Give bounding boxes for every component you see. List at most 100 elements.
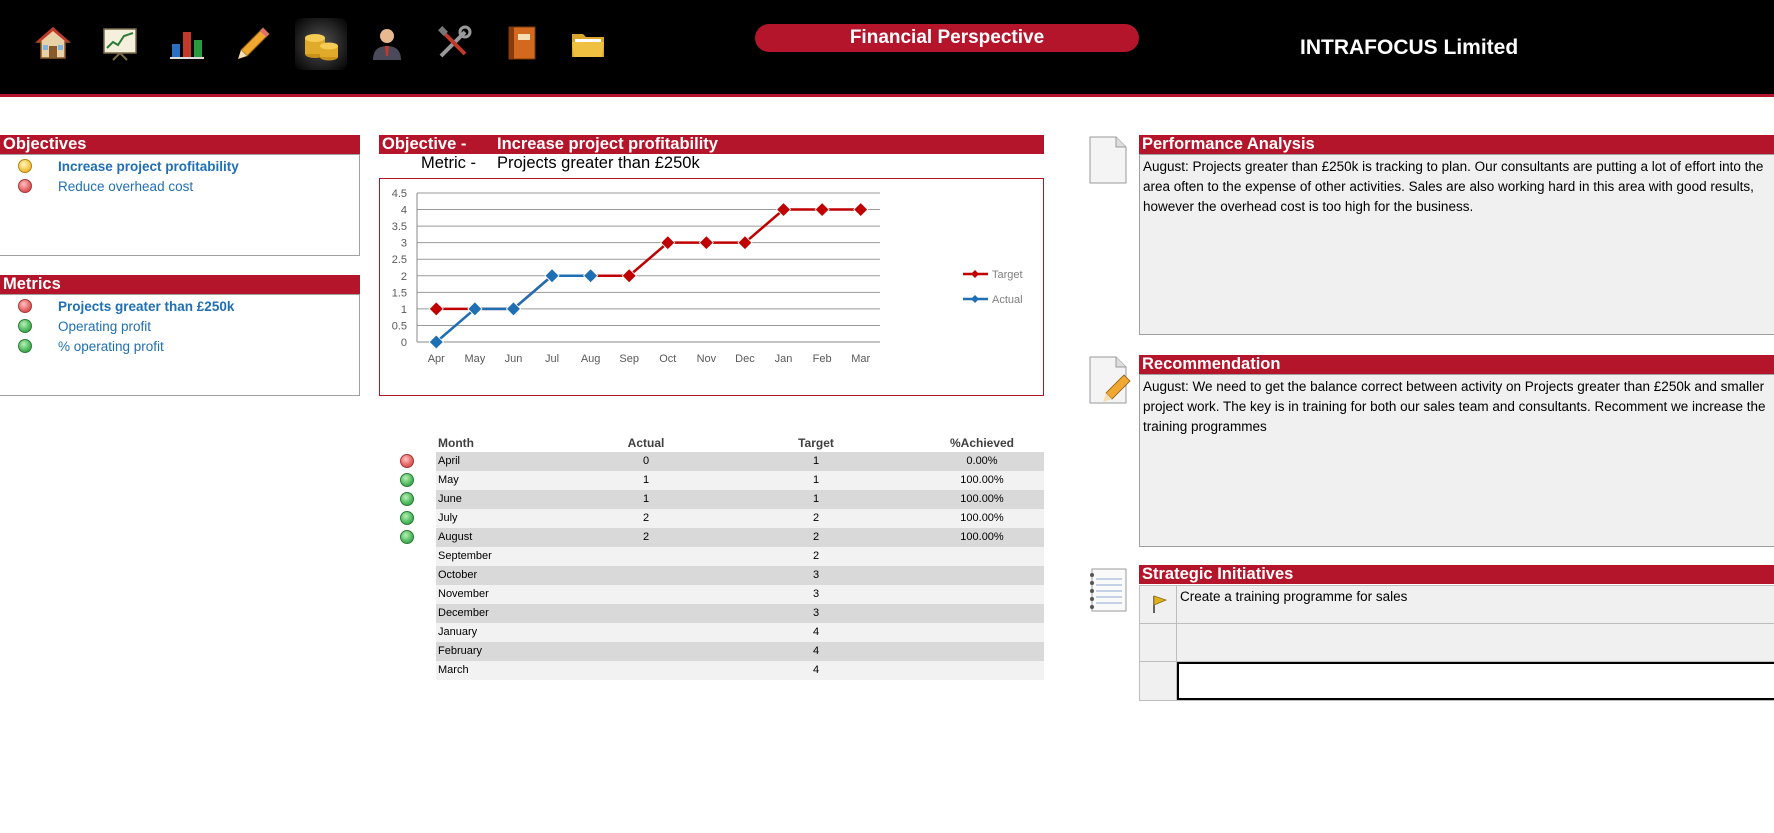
cell-target: 1 — [812, 455, 820, 467]
initiative-flag-cell — [1139, 624, 1177, 661]
recommendation-text[interactable]: August: We need to get the balance corre… — [1139, 374, 1774, 547]
cell-actual: 1 — [642, 474, 650, 486]
coins-icon[interactable] — [295, 18, 347, 70]
cell-target: 2 — [812, 550, 820, 562]
col-actual: Actual — [627, 436, 665, 450]
bar-chart-icon[interactable] — [166, 22, 208, 64]
document-edit-icon — [1086, 355, 1132, 410]
data-point-target — [660, 235, 676, 251]
table-row: February 4 — [436, 642, 1044, 661]
status-indicator-yellow — [18, 159, 32, 173]
y-tick-label: 2 — [401, 271, 407, 283]
status-indicator-green — [400, 530, 414, 544]
cell-target: 4 — [812, 645, 820, 657]
cell-target: 1 — [812, 493, 820, 505]
initiative-flag-cell — [1139, 586, 1177, 623]
status-indicator-red — [400, 454, 414, 468]
x-tick-label: Sep — [619, 353, 639, 365]
y-tick-label: 1.5 — [392, 287, 407, 299]
objective-item[interactable]: Increase project profitability — [18, 156, 239, 176]
pencil-icon[interactable] — [233, 22, 275, 64]
performance-analysis-text[interactable]: August: Projects greater than £250k is t… — [1139, 154, 1774, 335]
x-tick-label: Aug — [581, 353, 601, 365]
cell-actual: 1 — [642, 493, 650, 505]
cell-achieved: 100.00% — [960, 474, 1004, 486]
metric-item[interactable]: Operating profit — [18, 316, 151, 336]
data-point-actual — [428, 334, 444, 350]
cell-month: May — [438, 474, 459, 486]
initiative-flag-cell — [1139, 662, 1177, 700]
folder-icon[interactable] — [567, 22, 609, 64]
presentation-chart-icon[interactable] — [99, 22, 141, 64]
line-chart: 0 0.5 1 1.5 2 2.5 3 3.5 4 4.5 Apr May Jun Jul Aug Sep Oc… — [379, 178, 1044, 396]
y-tick-label: 3 — [401, 238, 407, 250]
objective-item[interactable]: Reduce overhead cost — [18, 176, 193, 196]
cell-month: November — [438, 588, 489, 600]
x-tick-label: Nov — [697, 353, 717, 365]
recommendation-header: Recommendation — [1139, 355, 1774, 374]
x-tick-label: May — [464, 353, 485, 365]
table-row: November 3 — [436, 585, 1044, 604]
table-row: March 4 — [436, 661, 1044, 680]
chart-svg: 0 0.5 1 1.5 2 2.5 3 3.5 4 4.5 Apr May Jun Jul Aug Sep Oc… — [392, 188, 1023, 365]
initiative-row[interactable] — [1139, 623, 1774, 661]
data-point-target — [737, 235, 753, 251]
metric-label[interactable]: % operating profit — [58, 338, 164, 354]
table-row: June 1 1 100.00% — [436, 490, 1044, 509]
data-point-target — [853, 201, 869, 218]
page-title: Financial Perspective — [755, 24, 1139, 52]
y-tick-label: 0.5 — [392, 320, 407, 332]
tools-icon[interactable] — [433, 22, 475, 64]
objective-label[interactable]: Increase project profitability — [58, 158, 239, 174]
table-row: October 3 — [436, 566, 1044, 585]
objective-value: Increase project profitability — [497, 135, 718, 153]
metric-label[interactable]: Operating profit — [58, 318, 152, 334]
user-icon[interactable] — [366, 22, 408, 64]
x-tick-label: Feb — [813, 353, 832, 365]
cell-target: 3 — [812, 607, 820, 619]
table-row: December 3 — [436, 604, 1044, 623]
y-tick-label: 4 — [401, 205, 407, 217]
performance-analysis-header: Performance Analysis — [1139, 135, 1774, 154]
cell-achieved: 100.00% — [960, 531, 1004, 543]
metric-item[interactable]: % operating profit — [18, 336, 164, 356]
col-achieved: %Achieved — [949, 436, 1015, 450]
cell-month: January — [438, 626, 478, 638]
data-point-actual — [544, 268, 560, 284]
initiative-row[interactable] — [1139, 661, 1774, 701]
metric-label[interactable]: Projects greater than £250k — [58, 298, 235, 314]
status-indicator-green — [400, 492, 414, 506]
objective-label[interactable]: Reduce overhead cost — [58, 178, 194, 194]
col-month: Month — [438, 436, 474, 450]
cell-month: April — [438, 455, 461, 467]
metrics-panel: Projects greater than £250k Operating pr… — [0, 294, 360, 396]
table-row: September 2 — [436, 547, 1044, 566]
cell-achieved: 0.00% — [966, 455, 998, 467]
cell-month: December — [438, 607, 489, 619]
data-point-target — [775, 201, 792, 218]
metric-item[interactable]: Projects greater than £250k — [18, 296, 234, 316]
table-row: August 2 2 100.00% — [436, 528, 1044, 547]
book-icon[interactable] — [500, 22, 542, 64]
status-indicator-green — [18, 319, 32, 333]
y-tick-label: 1 — [401, 304, 407, 316]
home-icon[interactable] — [32, 22, 74, 64]
data-point-actual — [505, 301, 522, 317]
cell-target: 4 — [812, 664, 820, 676]
cell-target: 3 — [812, 588, 820, 600]
cell-month: July — [438, 512, 458, 524]
initiative-text: Create a training programme for sales — [1180, 589, 1408, 604]
legend-marker-target — [971, 270, 979, 278]
cell-target: 3 — [812, 569, 820, 581]
data-point-target — [621, 268, 637, 284]
cell-month: February — [438, 645, 483, 657]
strategic-initiatives-list: Create a training programme for sales — [1139, 585, 1774, 701]
table-row: July 2 2 100.00% — [436, 509, 1044, 528]
objective-header: Objective - Increase project profitabili… — [379, 135, 1044, 154]
x-tick-label: Apr — [428, 353, 445, 365]
cell-target: 2 — [812, 512, 820, 524]
data-point-target — [428, 301, 444, 317]
x-tick-label: Mar — [851, 353, 870, 365]
initiative-row[interactable]: Create a training programme for sales — [1139, 585, 1774, 623]
initiative-input-selected[interactable] — [1177, 662, 1774, 700]
